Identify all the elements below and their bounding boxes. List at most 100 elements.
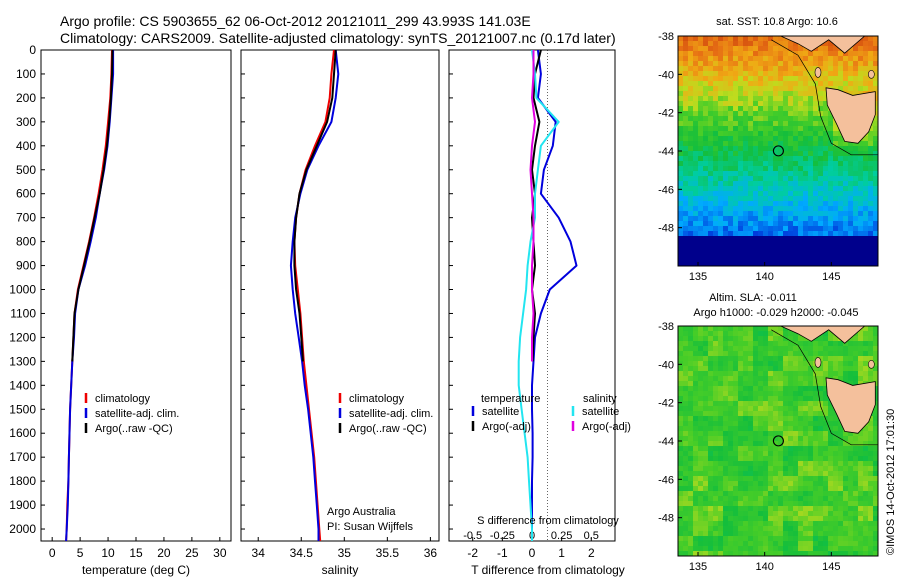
map-cell	[858, 166, 864, 172]
map-cell	[723, 396, 729, 402]
map-cell	[698, 41, 704, 47]
map-cell	[693, 436, 699, 442]
map-cell	[758, 481, 764, 487]
map-cell	[863, 41, 869, 47]
map-cell	[718, 136, 724, 142]
map-cell	[708, 156, 714, 162]
legend-label: Argo(-adj)	[482, 421, 531, 433]
map-cell	[788, 351, 794, 357]
map-cell	[773, 406, 779, 412]
map-cell	[828, 136, 834, 142]
map-cell	[873, 496, 878, 502]
map-cell	[758, 446, 764, 452]
map-cell	[698, 366, 704, 372]
map-cell	[793, 231, 799, 237]
map-cell	[678, 86, 684, 92]
map-cell	[758, 511, 764, 517]
map-cell	[678, 76, 684, 82]
map-cell	[828, 251, 834, 257]
map-cell	[748, 206, 754, 212]
map-cell	[783, 491, 789, 497]
map-cell	[703, 241, 709, 247]
map-cell	[793, 201, 799, 207]
map-cell	[723, 141, 729, 147]
map-cell	[808, 126, 814, 132]
map-cell	[838, 51, 844, 57]
x-tick-label: 0	[529, 546, 536, 560]
map-cell	[768, 81, 774, 87]
map-cell	[873, 116, 878, 122]
map-cell	[813, 116, 819, 122]
map-cell	[798, 201, 804, 207]
map-cell	[713, 521, 719, 527]
map-cell	[823, 66, 829, 72]
map-cell	[818, 451, 824, 457]
map-cell	[853, 516, 859, 522]
map-cell	[818, 386, 824, 392]
map-cell	[733, 431, 739, 437]
map-cell	[728, 236, 734, 242]
map-cell	[723, 156, 729, 162]
map-cell	[763, 231, 769, 237]
map-cell	[703, 176, 709, 182]
map-cell	[848, 221, 854, 227]
map-cell	[793, 106, 799, 112]
map-cell	[818, 101, 824, 107]
map-cell	[768, 416, 774, 422]
map-cell	[833, 221, 839, 227]
map-cell	[753, 196, 759, 202]
map-cell	[718, 206, 724, 212]
map-cell	[748, 371, 754, 377]
map-cell	[788, 156, 794, 162]
map-cell	[798, 246, 804, 252]
map-cell	[838, 221, 844, 227]
map-cell	[753, 476, 759, 482]
map-cell	[808, 101, 814, 107]
map-cell	[848, 151, 854, 157]
map-cell	[718, 411, 724, 417]
map-cell	[823, 251, 829, 257]
map-cell	[858, 541, 864, 547]
map-cell	[853, 71, 859, 77]
map-cell	[798, 186, 804, 192]
map-cell	[703, 386, 709, 392]
map-cell	[843, 221, 849, 227]
map-cell	[783, 346, 789, 352]
map-cell	[678, 146, 684, 152]
map-cell	[793, 206, 799, 212]
map-cell	[853, 206, 859, 212]
map-cell	[713, 86, 719, 92]
map-cell	[793, 171, 799, 177]
map-cell	[843, 366, 849, 372]
map-cell	[863, 366, 869, 372]
map-cell	[683, 541, 689, 547]
map-cell	[833, 516, 839, 522]
map-cell	[688, 371, 694, 377]
map-cell	[718, 116, 724, 122]
map-cell	[788, 366, 794, 372]
map-cell	[838, 521, 844, 527]
map-cell	[863, 531, 869, 537]
depth-tick-label: 1900	[9, 498, 36, 512]
map-cell	[783, 496, 789, 502]
map-cell	[783, 196, 789, 202]
map-cell	[798, 261, 804, 266]
map-cell	[773, 231, 779, 237]
map-cell	[683, 416, 689, 422]
map-cell	[808, 441, 814, 447]
map-cell	[778, 36, 784, 42]
map-cell	[788, 506, 794, 512]
map-cell	[743, 166, 749, 172]
map-cell	[828, 421, 834, 427]
map-cell	[728, 56, 734, 62]
map-cell	[698, 451, 704, 457]
map-cell	[683, 516, 689, 522]
map-cell	[728, 191, 734, 197]
map-cell	[678, 376, 684, 382]
map-cell	[873, 221, 878, 227]
map-cell	[678, 36, 684, 42]
map-cell	[718, 396, 724, 402]
map-cell	[678, 466, 684, 472]
map-cell	[703, 346, 709, 352]
map-cell	[703, 356, 709, 362]
